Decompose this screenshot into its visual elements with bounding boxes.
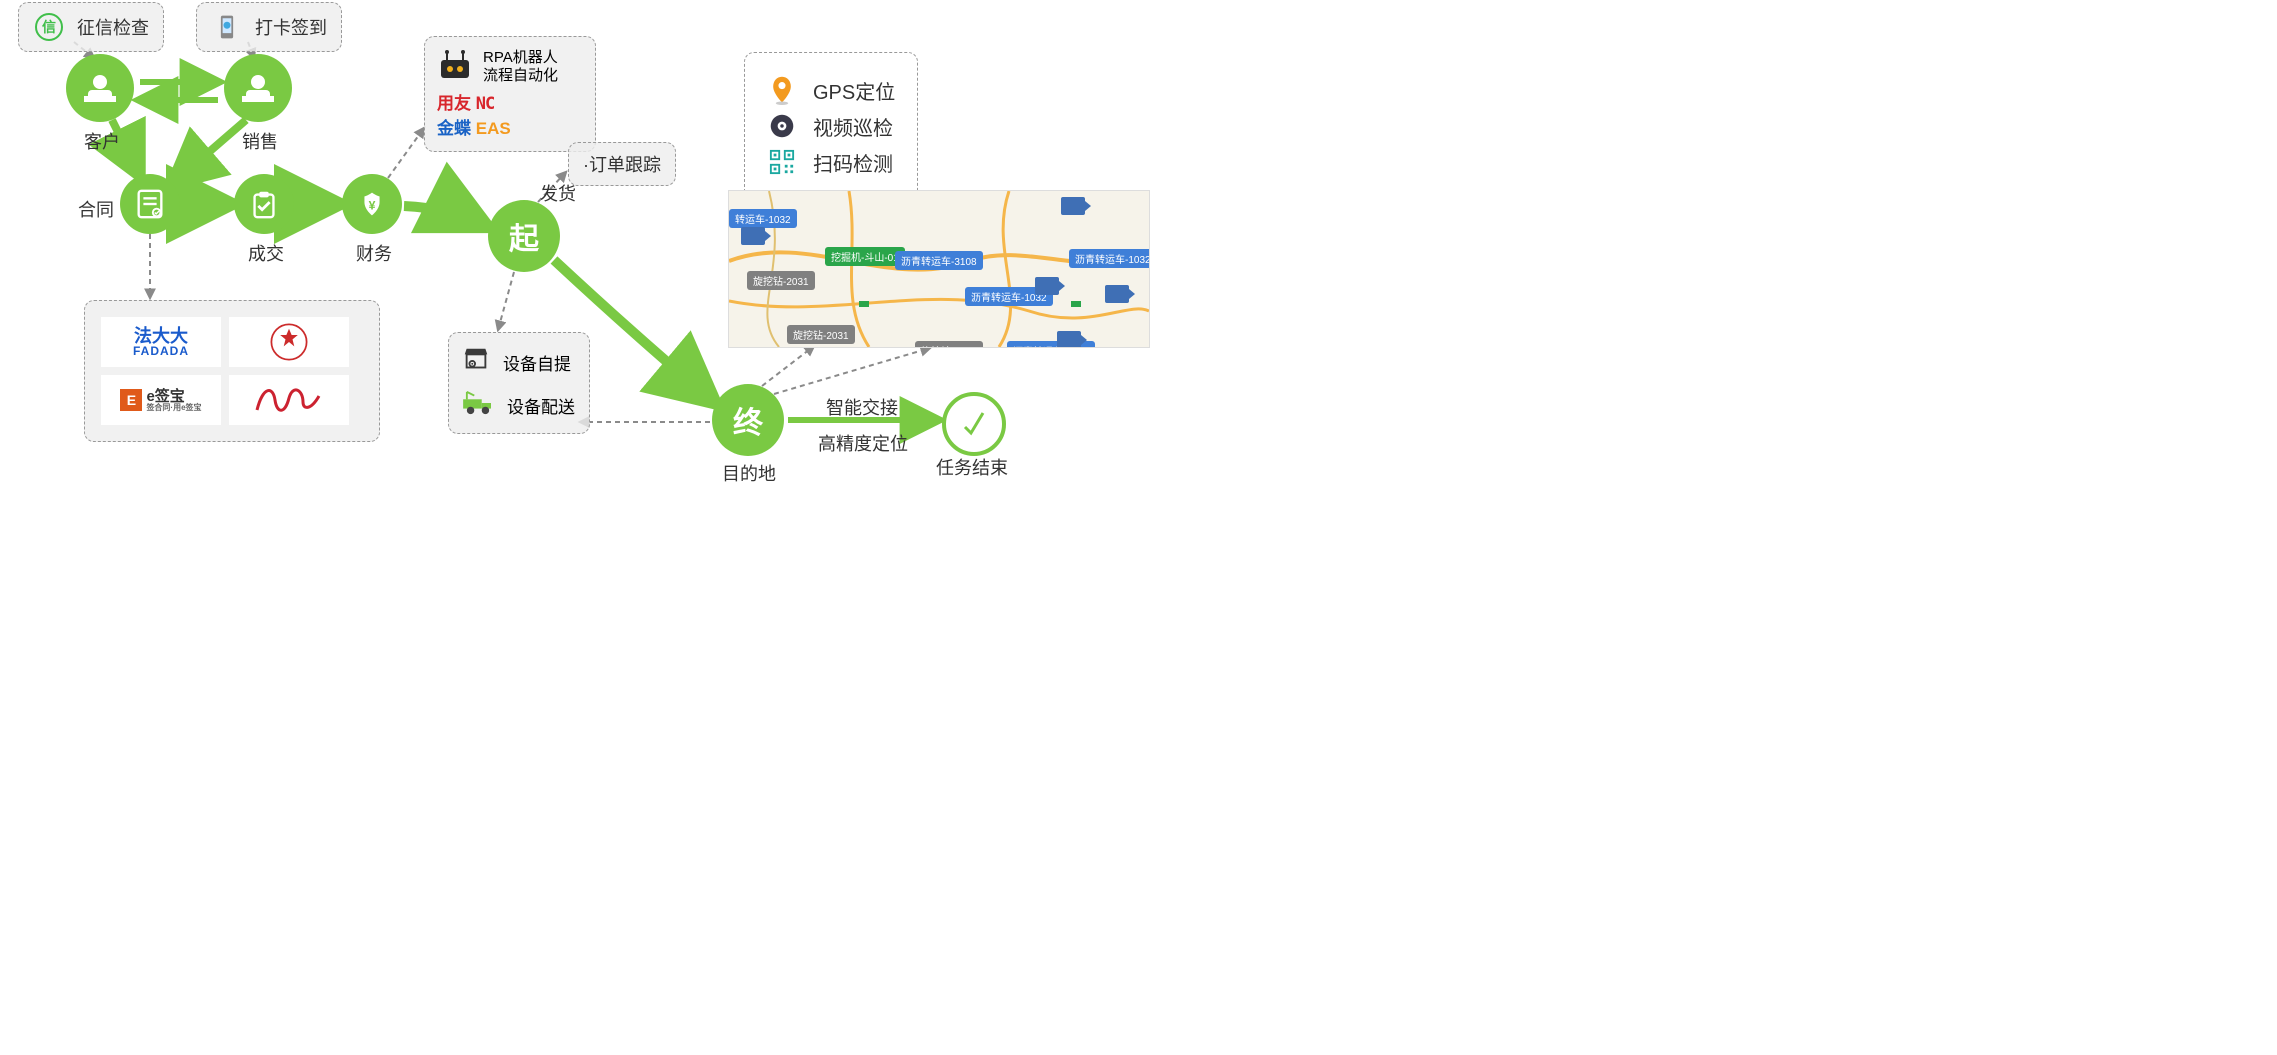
logo-seal: [229, 317, 349, 367]
label-customer: 客户: [84, 128, 120, 154]
map-tag: 旋挖钻-2031: [915, 341, 983, 348]
logo-eas: EAS: [476, 119, 511, 138]
svg-text:¥: ¥: [369, 199, 376, 213]
panel-delivery: 设备自提 设备配送: [448, 332, 590, 434]
map-vehicle-icon: [741, 227, 765, 245]
map-tag: 挖掘机-斗山-01: [825, 247, 905, 266]
label-sales: 销售: [242, 128, 278, 154]
delivery-self-label: 设备自提: [503, 350, 571, 375]
map-vehicle-icon: [1057, 331, 1081, 348]
label-precision: 高精度定位: [818, 430, 908, 456]
label-handover: 智能交接: [826, 394, 898, 420]
ordertrack-label: ·订单跟踪: [583, 151, 661, 177]
camera-icon: [767, 111, 797, 141]
node-start-mark: 起: [509, 214, 539, 258]
panel-esign: 法大大 FADADA E e签宝 签合同·用e签宝: [84, 300, 380, 442]
node-deal: [234, 174, 294, 234]
label-contract: 合同: [78, 196, 114, 222]
truck-icon: [461, 390, 495, 421]
label-deal: 成交: [248, 240, 284, 266]
node-end: 终: [712, 384, 784, 456]
legend-video-label: 视频巡检: [813, 112, 893, 141]
callout-ordertrack: ·订单跟踪: [568, 142, 676, 186]
label-done: 任务结束: [936, 454, 1008, 480]
rpa-line2: 流程自动化: [483, 67, 558, 85]
logo-nc: NC: [476, 94, 494, 114]
callout-credit-label: 征信检查: [77, 14, 149, 40]
logo-esignbao: E e签宝 签合同·用e签宝: [101, 375, 221, 425]
panel-legend: GPS定位 视频巡检 扫码检测: [744, 52, 918, 200]
map-vehicle-icon: [1105, 285, 1129, 303]
node-sales: [224, 54, 292, 122]
gps-pin-icon: [767, 75, 797, 105]
legend-gps-label: GPS定位: [813, 76, 895, 105]
panel-rpa: RPA机器人 流程自动化 用友 NC 金蝶 EAS: [424, 36, 596, 152]
rpa-line1: RPA机器人: [483, 49, 558, 67]
svg-text:信: 信: [42, 19, 56, 35]
robot-icon: [437, 50, 473, 85]
legend-qr-label: 扫码检测: [813, 148, 893, 177]
logo-fadada: 法大大 FADADA: [101, 317, 221, 367]
node-contract: [120, 174, 180, 234]
map-vehicle-icon: [1035, 277, 1059, 295]
map-screenshot: 转运车-1032 旋挖钻-2031 挖掘机-斗山-01沥青转运车-3108 沥青转运车…: [728, 190, 1150, 348]
map-tag: 沥青转运车-1032: [1069, 249, 1150, 268]
credit-icon: 信: [33, 11, 65, 43]
logo-signature: [229, 375, 349, 425]
map-tag: 旋挖钻-2031: [787, 325, 855, 344]
callout-checkin-label: 打卡签到: [255, 14, 327, 40]
node-end-mark: 终: [733, 398, 763, 442]
node-done: [942, 392, 1006, 456]
callout-checkin: 打卡签到: [196, 2, 342, 52]
phone-icon: [211, 11, 243, 43]
label-end: 目的地: [722, 460, 776, 486]
label-start: 发货: [540, 180, 576, 206]
qr-icon: [767, 147, 797, 177]
node-finance: ¥: [342, 174, 402, 234]
node-customer: [66, 54, 134, 122]
map-vehicle-icon: [1061, 197, 1085, 215]
map-tag: 转运车-1032: [729, 209, 797, 228]
label-finance: 财务: [356, 240, 392, 266]
delivery-ship-label: 设备配送: [507, 393, 575, 418]
workflow-diagram: 信 征信检查 打卡签到 客户 销售 合同 成交 ¥ 财务: [0, 0, 1518, 703]
callout-credit: 信 征信检查: [18, 2, 164, 52]
map-tag: 旋挖钻-2031: [747, 271, 815, 290]
node-start: 起: [488, 200, 560, 272]
logo-yongyou: 用友: [437, 94, 471, 113]
map-tag: 沥青转运车-3108: [895, 251, 983, 270]
logo-kingdee: 金蝶: [437, 119, 471, 138]
store-icon: [461, 345, 491, 380]
